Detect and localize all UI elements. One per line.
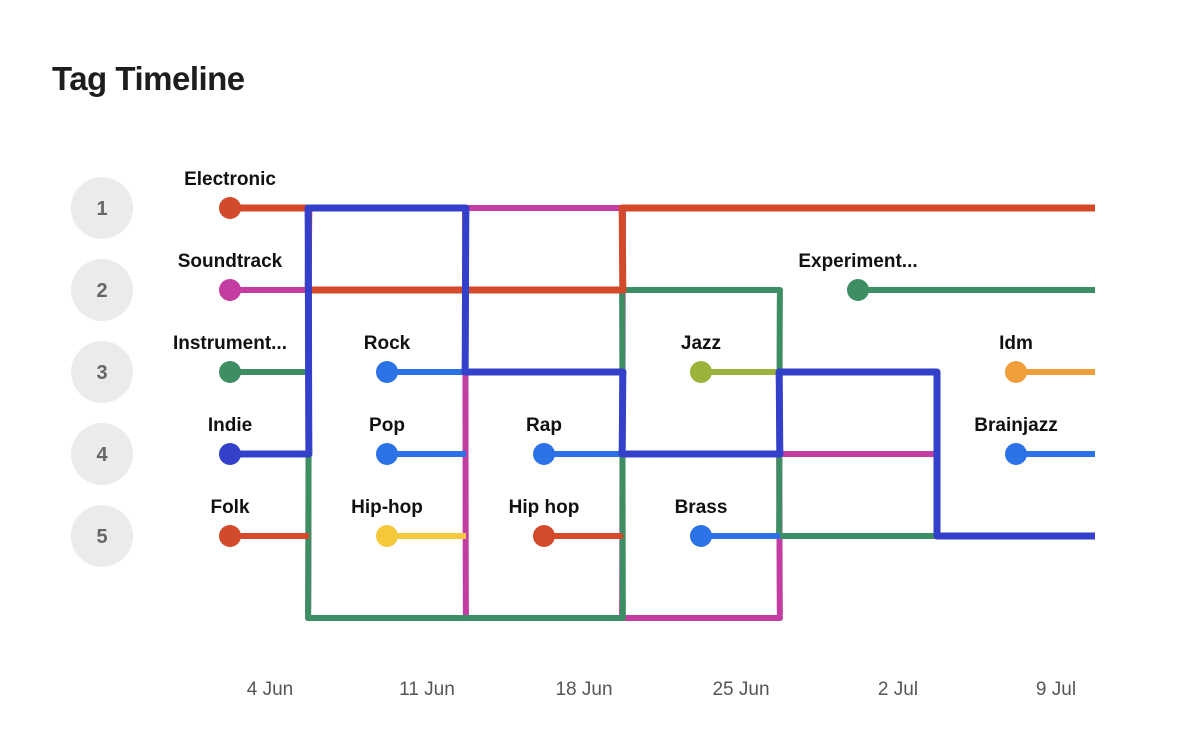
series-marker-hip-hop [533, 525, 555, 547]
series-line-instrumental [230, 287, 937, 621]
series-label-instrumental: Instrument... [173, 333, 287, 354]
rank-badge-4: 4 [71, 423, 133, 485]
rank-label: 5 [96, 526, 107, 548]
x-tick-label: 9 Jul [1036, 679, 1076, 700]
x-tick-label: 18 Jun [555, 679, 612, 700]
series-marker-folk [219, 525, 241, 547]
series-marker-jazz [690, 361, 712, 383]
series-lines [230, 204, 1095, 621]
series-label-pop: Pop [369, 415, 405, 436]
series-label-brass: Brass [675, 497, 728, 518]
series-label-brainjazz: Brainjazz [974, 415, 1057, 436]
rank-badge-1: 1 [71, 177, 133, 239]
series-label-electronic: Electronic [184, 169, 276, 190]
rank-label: 4 [96, 444, 108, 466]
rank-badge-circle [71, 423, 133, 485]
series-marker-soundtrack [219, 279, 241, 301]
x-tick-label: 4 Jun [247, 679, 293, 700]
series-label-rock: Rock [364, 333, 411, 354]
rank-badge-circle [71, 341, 133, 403]
series-instrumental [230, 287, 937, 621]
x-tick-label: 11 Jun [399, 679, 455, 700]
series-line-electronic [230, 204, 1095, 294]
rank-badge-5: 5 [71, 505, 133, 567]
series-label-jazz: Jazz [681, 333, 721, 354]
rank-badge-circle [71, 177, 133, 239]
series-markers [219, 197, 1027, 547]
rank-badge-2: 2 [71, 259, 133, 321]
series-marker-brainjazz [1005, 443, 1027, 465]
series-label-rap: Rap [526, 415, 562, 436]
series-indie [230, 204, 1095, 540]
x-axis: 4 Jun 11 Jun 18 Jun 25 Jun 2 Jul 9 Jul [247, 679, 1076, 700]
series-marker-pop [376, 443, 398, 465]
rank-axis: 1 2 3 4 5 [71, 177, 133, 567]
series-marker-brass [690, 525, 712, 547]
series-marker-indie [219, 443, 241, 465]
series-marker-rap [533, 443, 555, 465]
series-line-indie [230, 204, 1095, 540]
series-label-hip-hop: Hip hop [509, 497, 580, 518]
rank-label: 1 [96, 198, 107, 220]
series-marker-electronic [219, 197, 241, 219]
series-labels: Soundtrack Instrument... Folk Rock Pop Hip-ho… [173, 169, 1058, 518]
x-tick-label: 2 Jul [878, 679, 918, 700]
series-marker-hip-hop [376, 525, 398, 547]
rank-badge-3: 3 [71, 341, 133, 403]
rank-label: 3 [96, 362, 107, 384]
rank-label: 2 [96, 280, 107, 302]
page-title: Tag Timeline [52, 60, 245, 97]
rank-badge-circle [71, 259, 133, 321]
series-marker-rock [376, 361, 398, 383]
series-marker-instrumental [219, 361, 241, 383]
series-label-folk: Folk [210, 497, 249, 518]
series-marker-idm [1005, 361, 1027, 383]
series-label-experimental: Experiment... [798, 251, 917, 272]
series-electronic [230, 204, 1095, 294]
series-marker-experimental [847, 279, 869, 301]
series-label-soundtrack: Soundtrack [178, 251, 283, 272]
series-label-indie: Indie [208, 415, 252, 436]
rank-badge-circle [71, 505, 133, 567]
series-label-hip-hop: Hip-hop [351, 497, 423, 518]
x-tick-label: 25 Jun [712, 679, 769, 700]
series-label-idm: Idm [999, 333, 1033, 354]
